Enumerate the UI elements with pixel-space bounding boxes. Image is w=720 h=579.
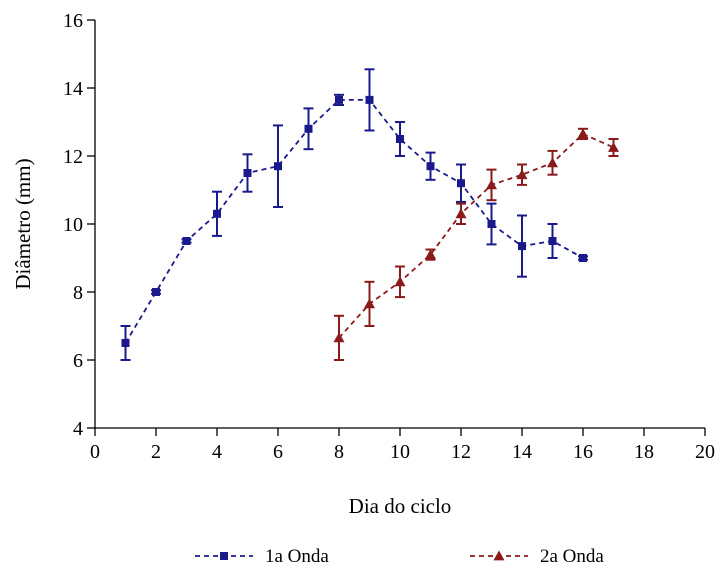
data-point xyxy=(457,179,465,188)
data-point xyxy=(213,209,221,218)
x-tick-label: 0 xyxy=(90,441,100,463)
data-point xyxy=(333,332,345,343)
data-point xyxy=(152,288,160,296)
x-tick-label: 4 xyxy=(212,441,222,463)
legend: 1a Onda 2a Onda xyxy=(195,546,604,567)
x-tick-label: 6 xyxy=(273,441,283,463)
x-axis-title: Dia do ciclo xyxy=(349,494,452,518)
y-tick-label: 8 xyxy=(73,282,83,304)
data-point xyxy=(577,128,589,139)
data-point xyxy=(425,249,436,259)
data-point xyxy=(486,179,497,190)
ticks: 0 2 4 6 8 10 12 14 16 18 20 4 6 8 10 12 14 16 xyxy=(63,10,715,463)
y-tick-label: 14 xyxy=(63,78,83,100)
x-tick-label: 10 xyxy=(390,441,410,463)
legend-label: 2a Onda xyxy=(540,546,604,567)
y-tick-label: 4 xyxy=(73,418,83,440)
x-tick-label: 18 xyxy=(634,441,654,463)
x-tick-label: 8 xyxy=(334,441,344,463)
legend-marker xyxy=(493,550,505,561)
data-point xyxy=(182,237,191,245)
data-point xyxy=(487,220,496,228)
series-line xyxy=(338,132,614,339)
data-point xyxy=(394,276,406,287)
data-point xyxy=(243,169,252,177)
legend-item-2: 2a Onda xyxy=(470,546,604,567)
data-point xyxy=(455,208,467,219)
data-point xyxy=(364,298,375,309)
x-tick-label: 12 xyxy=(451,441,471,463)
y-tick-label: 16 xyxy=(63,10,83,32)
data-point xyxy=(426,162,435,171)
data-point xyxy=(547,157,558,168)
plot-area xyxy=(120,68,619,361)
x-tick-label: 2 xyxy=(151,441,161,463)
data-point xyxy=(579,254,587,262)
data-point xyxy=(304,124,313,133)
y-tick-label: 10 xyxy=(63,214,83,236)
series-line xyxy=(124,99,584,344)
data-point xyxy=(335,95,343,104)
y-tick-label: 12 xyxy=(63,146,83,168)
legend-item-1: 1a Onda xyxy=(195,546,329,567)
data-point xyxy=(365,95,374,104)
x-tick-label: 16 xyxy=(573,441,593,463)
series-1 xyxy=(120,68,588,361)
series-2 xyxy=(333,127,619,361)
data-point xyxy=(548,237,557,245)
y-tick-label: 6 xyxy=(73,350,83,372)
data-point xyxy=(608,142,619,152)
data-point xyxy=(516,169,528,180)
axes xyxy=(94,20,705,429)
data-point xyxy=(518,242,526,251)
x-tick-label: 20 xyxy=(695,441,715,463)
legend-label: 1a Onda xyxy=(265,546,329,567)
data-point xyxy=(121,339,130,347)
data-point xyxy=(274,162,282,171)
x-tick-label: 14 xyxy=(512,441,532,463)
y-axis-title: Diâmetro (mm) xyxy=(11,158,35,289)
data-point xyxy=(396,135,404,143)
legend-marker xyxy=(220,552,228,560)
